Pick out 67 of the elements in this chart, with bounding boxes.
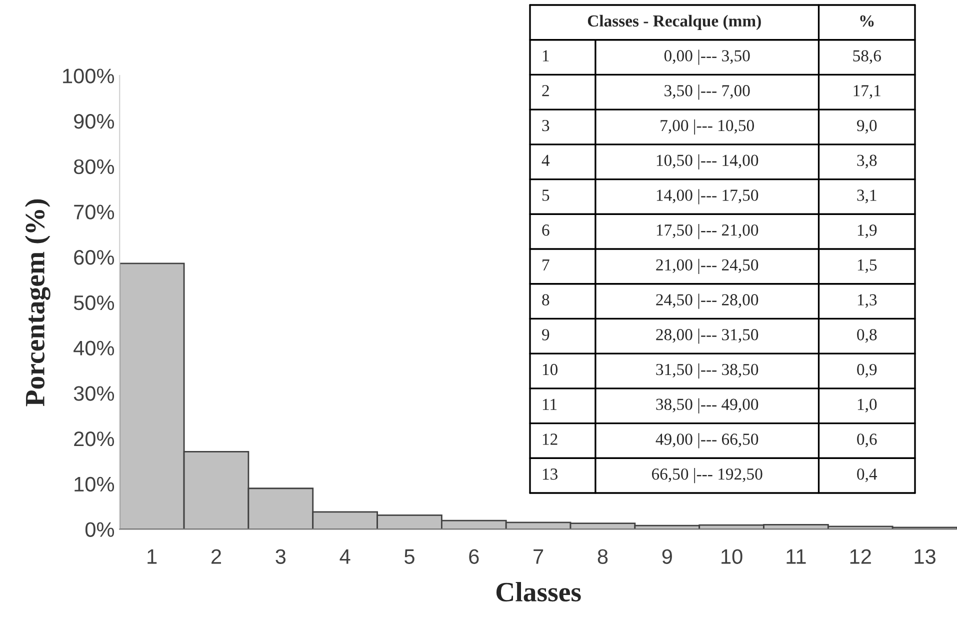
category-label: 9: [542, 329, 550, 340]
annotation: 17,1: [854, 85, 880, 99]
y-tick-label: 80%: [74, 159, 114, 174]
annotation: 1,9: [858, 224, 877, 238]
category-label: 5: [542, 190, 550, 201]
annotation: 10,50 |--- 14,00: [656, 154, 758, 170]
category-label: 1: [542, 50, 549, 62]
category-label: 3: [542, 120, 550, 132]
x-axis-title: Classes: [496, 582, 581, 602]
category-label: 6: [542, 224, 550, 236]
y-tick-label: 40%: [74, 340, 114, 356]
category-label: 10: [542, 364, 558, 376]
annotation: 17,50 |--- 21,00: [656, 224, 758, 240]
y-tick-label: 70%: [74, 204, 114, 220]
category-label: 8: [542, 294, 550, 306]
y-tick-label: 90%: [74, 114, 114, 129]
x-tick-label: 12: [850, 549, 871, 564]
x-tick-label: 8: [598, 549, 608, 564]
x-tick-label: 5: [404, 549, 414, 564]
annotation: 0,6: [857, 434, 877, 448]
text: 58,6: [853, 50, 881, 64]
annotation: 0,9: [857, 364, 877, 378]
annotation: 31,50 |--- 38,50: [656, 363, 758, 379]
annotation: 0,4: [857, 468, 878, 482]
y-tick-label: 100%: [63, 68, 114, 84]
annotation: 7,00 |--- 10,50: [660, 119, 754, 135]
category-label: 11: [542, 398, 557, 410]
annotation: 66,50 |--- 192,50: [652, 468, 762, 484]
annotation: 3,50 |--- 7,00: [664, 84, 750, 100]
text: 0,00 |--- 3,50: [664, 50, 750, 65]
x-tick-label: 11: [786, 549, 806, 564]
x-tick-label: 4: [340, 549, 350, 564]
annotation: 1,3: [858, 294, 877, 308]
x-tick-label: 13: [914, 549, 936, 564]
annotation: 9,0: [856, 120, 877, 134]
category-label: 13: [542, 468, 558, 480]
x-tick-label: 2: [212, 549, 221, 564]
x-tick-label: 6: [469, 549, 479, 564]
y-tick-label: 50%: [74, 295, 114, 310]
category-label: 2: [542, 85, 549, 96]
annotation: 0,8: [857, 329, 877, 343]
annotation: 38,50 |--- 49,00: [656, 398, 758, 414]
category-label: 4: [542, 154, 550, 166]
annotation: 49,00 |--- 66,50: [656, 433, 758, 448]
annotation: 1,0: [858, 398, 877, 412]
text: Classes - Recalque (mm): [588, 14, 761, 30]
annotation: 28,00 |--- 31,50: [656, 328, 758, 344]
annotation: 14,00 |--- 17,50: [656, 189, 758, 204]
annotation: 24,50 |--- 28,00: [656, 294, 758, 309]
x-tick-label: 7: [534, 549, 544, 564]
x-tick-label: 1: [148, 549, 157, 564]
annotation: 21,00 |--- 24,50: [656, 258, 758, 274]
y-tick-label: 0%: [85, 522, 114, 537]
x-tick-label: 3: [276, 549, 286, 564]
annotation: 3,1: [857, 190, 876, 204]
x-tick-label: 9: [662, 549, 672, 564]
y-axis-title: Porcentagem (%): [24, 199, 50, 406]
x-tick-label: 10: [722, 549, 742, 564]
annotation: 1,5: [858, 259, 877, 273]
annotation: 3,8: [857, 154, 877, 168]
y-tick-label: 20%: [74, 431, 114, 446]
y-tick-label: 30%: [74, 386, 114, 401]
y-tick-label: 10%: [74, 476, 114, 492]
category-label: 12: [542, 434, 558, 445]
text: %: [860, 15, 874, 27]
category-label: 7: [542, 260, 550, 270]
y-tick-label: 60%: [74, 250, 114, 265]
